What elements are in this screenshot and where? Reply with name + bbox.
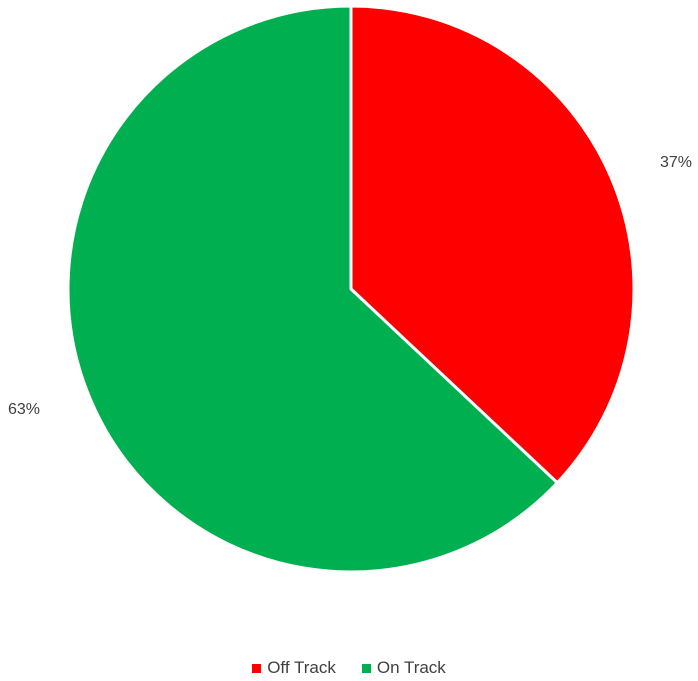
legend-swatch-off-track bbox=[252, 663, 262, 673]
legend-label-off-track: Off Track bbox=[267, 658, 336, 677]
data-label-on-track: 63% bbox=[8, 401, 40, 418]
legend-item-off-track[interactable]: Off Track bbox=[252, 658, 336, 678]
pie-slice-off-track[interactable] bbox=[349, 4, 636, 485]
legend-swatch-on-track bbox=[361, 663, 371, 673]
data-label-off-track: 37% bbox=[660, 154, 692, 171]
legend: Off Track On Track bbox=[0, 658, 698, 678]
legend-label-on-track: On Track bbox=[376, 658, 446, 677]
pie-data-labels: 37% 63% bbox=[8, 154, 692, 418]
legend-item-on-track[interactable]: On Track bbox=[361, 658, 446, 678]
pie-slice-on-track[interactable] bbox=[66, 4, 559, 574]
pie-slices bbox=[66, 4, 636, 574]
